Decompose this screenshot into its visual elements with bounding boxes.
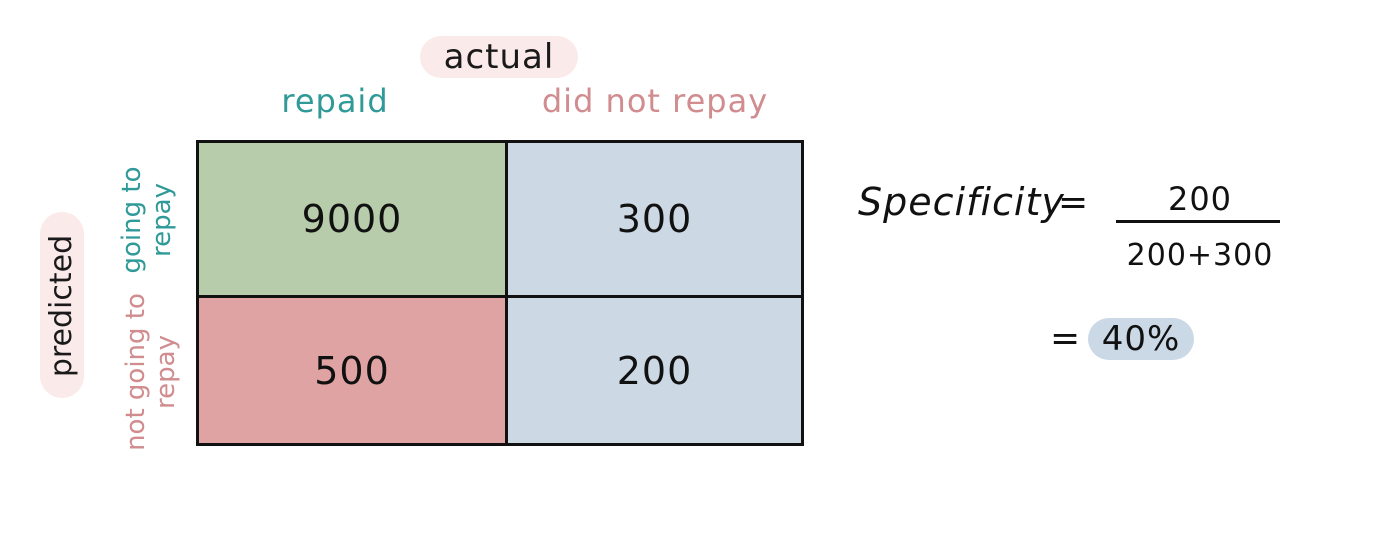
cell-false-positive: 300 xyxy=(508,143,801,295)
result-highlight xyxy=(1088,318,1194,360)
column-label-repaid: repaid xyxy=(281,82,389,120)
column-label-did-not-repay: did not repay xyxy=(541,82,769,120)
row-label-not-going-to-repay: not going to repay xyxy=(121,293,181,451)
confusion-matrix: 9000 300 500 200 xyxy=(196,140,804,446)
actual-axis-label: actual xyxy=(443,37,555,77)
specificity-result: 40% xyxy=(1101,319,1181,359)
cell-true-positive: 9000 xyxy=(199,143,505,295)
fraction-numerator: 200 xyxy=(1167,180,1233,218)
predicted-highlight xyxy=(40,212,84,398)
predicted-axis-label: predicted xyxy=(44,234,79,378)
fraction-denominator: 200+300 xyxy=(1126,238,1274,273)
equals-sign-result: = xyxy=(1050,318,1081,359)
cell-true-negative: 200 xyxy=(508,298,801,443)
actual-highlight xyxy=(420,36,578,78)
fraction-bar xyxy=(1116,220,1280,223)
specificity-label: Specificity xyxy=(858,180,1065,224)
row-label-going-to-repay: going to repay xyxy=(117,166,177,274)
equals-sign: = xyxy=(1058,182,1089,223)
cell-false-negative: 500 xyxy=(199,298,505,443)
